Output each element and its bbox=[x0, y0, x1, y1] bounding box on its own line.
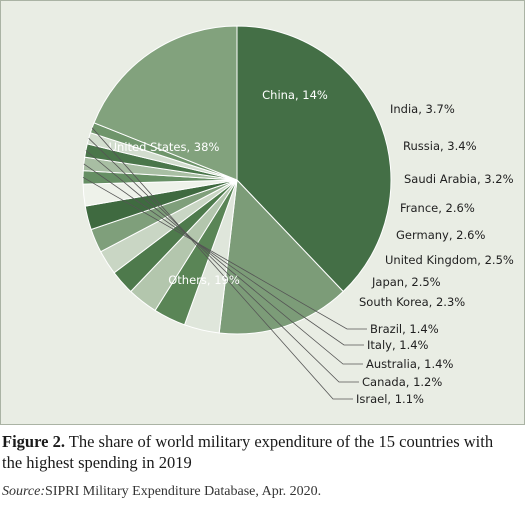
source-text: SIPRI Military Expenditure Database, Apr… bbox=[45, 484, 322, 499]
leader-line bbox=[91, 127, 353, 400]
slice-label: South Korea, 2.3% bbox=[359, 295, 465, 309]
slice-label: Australia, 1.4% bbox=[366, 357, 453, 371]
leader-line bbox=[88, 138, 359, 383]
leader-line bbox=[83, 163, 364, 346]
leader-line bbox=[85, 150, 363, 365]
pie-slice bbox=[93, 25, 238, 181]
slice-label: United States, 38% bbox=[109, 140, 220, 154]
source-note: Source:SIPRI Military Expenditure Databa… bbox=[2, 484, 321, 500]
slice-label: Canada, 1.2% bbox=[362, 375, 442, 389]
figure-label: Figure 2. bbox=[2, 432, 65, 451]
slice-label: Italy, 1.4% bbox=[367, 338, 429, 352]
slice-label: United Kingdom, 2.5% bbox=[385, 253, 514, 267]
slice-label: Japan, 2.5% bbox=[371, 275, 441, 289]
slice-label: China, 14% bbox=[262, 88, 328, 102]
pie-slice bbox=[236, 25, 392, 293]
caption-text-line1: The share of world military expenditure … bbox=[68, 432, 494, 451]
pie-chart: United States, 38% China, 14% India, 3.7% R… bbox=[82, 25, 514, 406]
slice-label: Israel, 1.1% bbox=[356, 392, 424, 406]
source-label: Source: bbox=[2, 484, 46, 499]
figure-caption: Figure 2. The share of world military ex… bbox=[2, 431, 527, 473]
slice-label: Germany, 2.6% bbox=[396, 228, 485, 242]
slice-label: France, 2.6% bbox=[400, 201, 475, 215]
caption-text-line2: the highest spending in 2019 bbox=[2, 453, 192, 472]
leader-line bbox=[82, 176, 367, 330]
slice-label: Others, 19% bbox=[168, 273, 240, 287]
slice-label: Russia, 3.4% bbox=[403, 139, 477, 153]
slice-label: Brazil, 1.4% bbox=[370, 322, 439, 336]
slice-label: Saudi Arabia, 3.2% bbox=[404, 172, 514, 186]
slice-label: India, 3.7% bbox=[390, 102, 455, 116]
chart-panel: United States, 38% China, 14% India, 3.7% R… bbox=[0, 0, 525, 425]
